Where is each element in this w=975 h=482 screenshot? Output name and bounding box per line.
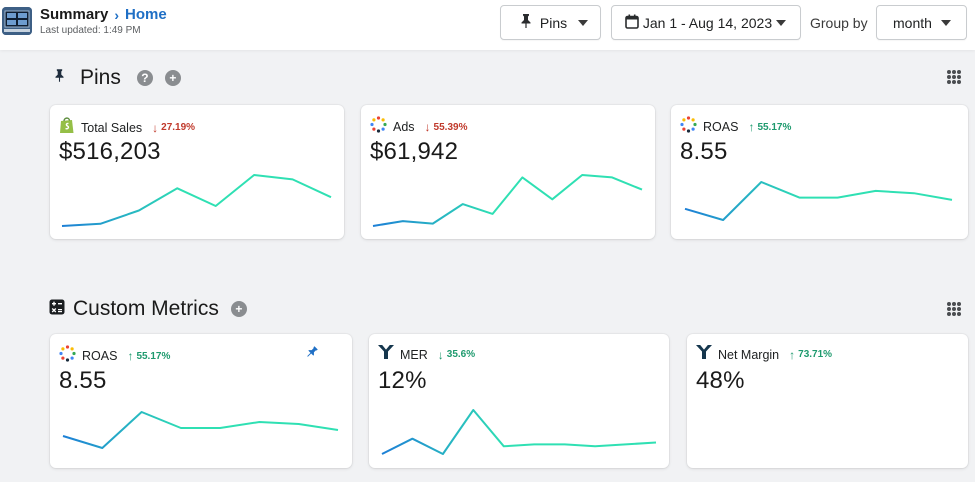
grid-menu-icon[interactable] [947, 302, 961, 316]
date-range-text: Jan 1 - Aug 14, 2023 [642, 14, 773, 31]
custom-metric-card-roas[interactable]: ROAS ↑ 55.17% 8.55 [50, 334, 352, 468]
sparkline-series [62, 411, 339, 449]
card-header: Total Sales ↓ 27.19% [59, 116, 195, 139]
change-indicator: ↓ 35.6% [438, 348, 475, 362]
metric-value: 12% [378, 367, 427, 394]
dots-ring-icon [59, 345, 76, 367]
card-header: ROAS ↑ 55.17% [680, 116, 791, 138]
arrow-down-icon: ↓ [437, 347, 444, 362]
help-icon[interactable]: ? [136, 70, 153, 86]
sparkline-series [381, 409, 657, 455]
shopify-bag-icon [59, 116, 75, 139]
sparkline-series [684, 181, 953, 221]
add-metric-icon[interactable]: + [230, 301, 247, 317]
pin-icon [521, 14, 531, 31]
change-indicator: ↓ 55.39% [425, 120, 468, 134]
card-header: ROAS ↑ 55.17% [59, 345, 170, 367]
sparkline-chart [684, 181, 953, 221]
metric-value: 48% [696, 367, 745, 394]
dots-ring-icon [370, 116, 387, 138]
last-updated-text: Last updated: 1:49 PM [40, 25, 141, 36]
change-value: 55.17% [757, 121, 792, 133]
change-value: 55.39% [433, 121, 468, 133]
pinned-icon[interactable] [305, 346, 318, 364]
arrow-down-icon: ↓ [424, 120, 431, 134]
pins-section-header: Pins ? + [55, 66, 181, 90]
sparkline-chart [62, 411, 339, 449]
sparkline-series [61, 174, 332, 227]
caret-down-icon [941, 19, 951, 26]
top-bar: Summary › Home Last updated: 1:49 PM Pin… [0, 0, 975, 50]
card-header: MER ↓ 35.6% [378, 345, 475, 364]
metric-name: Ads [393, 120, 415, 134]
chevron-right-icon: › [114, 6, 120, 23]
metric-value: $516,203 [59, 138, 161, 165]
sparkline-series [372, 174, 643, 227]
page-title: Summary [40, 6, 109, 23]
custom-metrics-section-header: Custom Metrics + [49, 297, 247, 321]
calculator-icon [49, 299, 65, 320]
metric-name: Net Margin [718, 347, 780, 362]
change-indicator: ↑ 73.71% [789, 348, 832, 362]
metric-card-total-sales[interactable]: Total Sales ↓ 27.19% $516,203 [50, 105, 344, 239]
metric-name: MER [400, 347, 428, 362]
group-by-value: month [893, 14, 932, 31]
caret-down-icon [776, 19, 786, 26]
breadcrumb-home-link[interactable]: Home [125, 6, 167, 23]
sparkline-chart [381, 409, 657, 455]
sparkline-chart [372, 174, 643, 227]
pins-dropdown-label: Pins [539, 14, 568, 31]
pins-dropdown[interactable]: Pins [500, 5, 601, 40]
caret-down-icon [577, 19, 588, 26]
card-header: Ads ↓ 55.39% [370, 116, 467, 138]
breadcrumb: Summary › Home [40, 6, 167, 23]
arrow-down-icon: ↓ [152, 120, 159, 135]
change-value: 27.19% [161, 122, 196, 133]
change-value: 73.71% [798, 349, 833, 360]
add-pin-icon[interactable]: + [164, 70, 181, 86]
dashboard-app-icon[interactable] [2, 7, 32, 35]
arrow-up-icon: ↑ [789, 347, 796, 362]
pin-icon [55, 69, 64, 87]
funnel-y-icon [378, 345, 394, 364]
change-value: 55.17% [136, 350, 171, 362]
custom-metric-card-net-margin[interactable]: Net Margin ↑ 73.71% 48% [687, 334, 968, 468]
metric-value: 8.55 [680, 138, 728, 165]
pins-section-title: Pins [80, 66, 121, 89]
sparkline-chart [61, 174, 332, 227]
date-range-picker[interactable]: Jan 1 - Aug 14, 2023 [611, 5, 801, 40]
group-by-select[interactable]: month [876, 5, 967, 40]
custom-metric-card-mer[interactable]: MER ↓ 35.6% 12% [369, 334, 669, 468]
dots-ring-icon [680, 116, 697, 138]
custom-metrics-title: Custom Metrics [73, 297, 219, 320]
metric-name: ROAS [703, 120, 739, 134]
change-indicator: ↓ 27.19% [152, 121, 195, 135]
change-indicator: ↑ 55.17% [127, 349, 170, 363]
metric-name: Total Sales [81, 120, 143, 135]
metric-name: ROAS [82, 349, 118, 363]
arrow-up-icon: ↑ [127, 349, 134, 363]
change-indicator: ↑ 55.17% [748, 120, 791, 134]
metric-value: 8.55 [59, 367, 107, 394]
calendar-icon [625, 14, 639, 32]
metric-card-roas[interactable]: ROAS ↑ 55.17% 8.55 [671, 105, 968, 239]
metric-value: $61,942 [370, 138, 459, 165]
change-value: 35.6% [446, 349, 476, 360]
arrow-up-icon: ↑ [748, 120, 755, 134]
card-header: Net Margin ↑ 73.71% [696, 345, 832, 364]
grid-menu-icon[interactable] [947, 70, 961, 84]
metric-card-ads[interactable]: Ads ↓ 55.39% $61,942 [361, 105, 655, 239]
group-by-label: Group by [810, 15, 868, 31]
funnel-y-icon [696, 345, 712, 364]
